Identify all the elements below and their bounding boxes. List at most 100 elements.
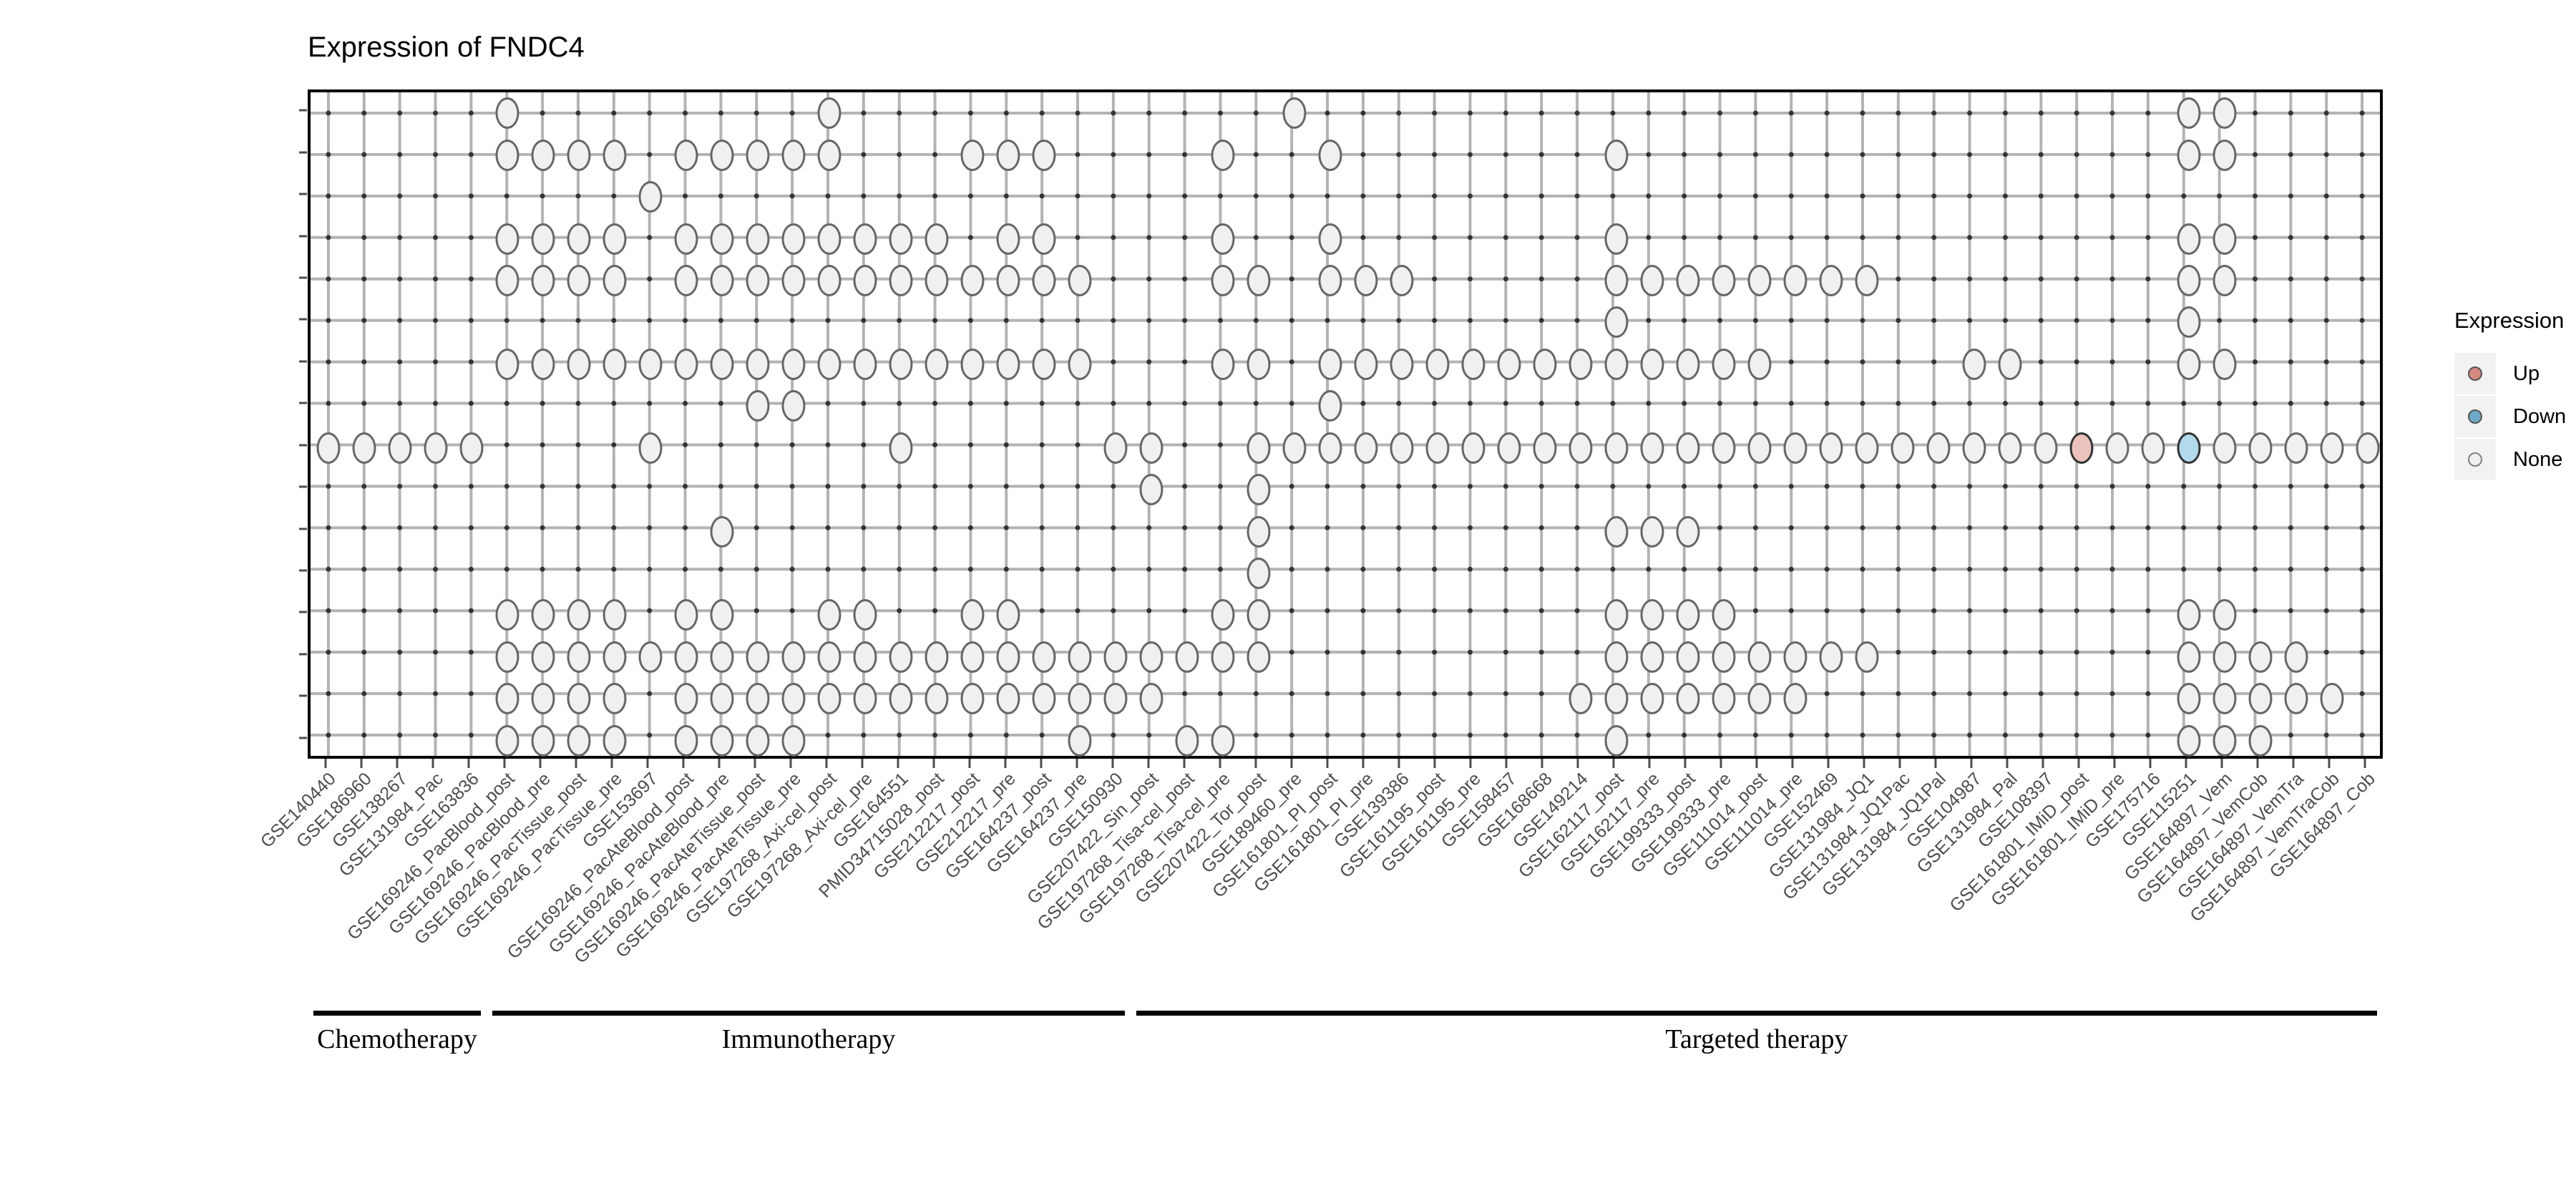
dot-none[interactable] — [1246, 432, 1271, 464]
dot-none[interactable] — [1497, 432, 1521, 464]
dot-none[interactable] — [2034, 432, 2058, 464]
dot-none[interactable] — [996, 139, 1020, 171]
dot-none[interactable] — [996, 264, 1020, 296]
dot-none[interactable] — [1640, 599, 1664, 631]
dot-none[interactable] — [674, 724, 698, 757]
dot-none[interactable] — [889, 432, 913, 464]
dot-up[interactable] — [2069, 432, 2094, 464]
dot-none[interactable] — [2284, 683, 2308, 715]
dot-none[interactable] — [1783, 683, 1807, 715]
dot-none[interactable] — [1819, 432, 1843, 464]
dot-none[interactable] — [1676, 348, 1700, 380]
dot-none[interactable] — [1139, 432, 1163, 464]
dot-none[interactable] — [1962, 432, 1986, 464]
dot-none[interactable] — [388, 432, 412, 464]
dot-none[interactable] — [495, 223, 519, 255]
dot-none[interactable] — [1246, 599, 1271, 631]
dot-none[interactable] — [1282, 432, 1307, 464]
dot-none[interactable] — [1318, 139, 1342, 171]
dot-none[interactable] — [531, 264, 555, 296]
dot-none[interactable] — [1318, 264, 1342, 296]
dot-none[interactable] — [1676, 515, 1700, 548]
dot-none[interactable] — [638, 432, 663, 464]
dot-none[interactable] — [495, 599, 519, 631]
dot-none[interactable] — [1676, 432, 1700, 464]
dot-none[interactable] — [2177, 306, 2201, 339]
dot-none[interactable] — [1855, 264, 1879, 296]
dot-none[interactable] — [1068, 348, 1092, 380]
dot-none[interactable] — [781, 390, 806, 422]
dot-none[interactable] — [1819, 641, 1843, 673]
dot-none[interactable] — [2320, 432, 2344, 464]
dot-none[interactable] — [781, 724, 806, 757]
dot-none[interactable] — [1926, 432, 1951, 464]
dot-none[interactable] — [1640, 515, 1664, 548]
dot-none[interactable] — [1246, 474, 1271, 506]
dot-none[interactable] — [2177, 223, 2201, 255]
dot-down[interactable] — [2177, 432, 2201, 464]
dot-none[interactable] — [1747, 641, 1772, 673]
dot-none[interactable] — [1103, 432, 1128, 464]
dot-none[interactable] — [602, 264, 627, 296]
dot-none[interactable] — [1390, 264, 1414, 296]
dot-none[interactable] — [1783, 432, 1807, 464]
dot-none[interactable] — [1246, 348, 1271, 380]
dot-none[interactable] — [2212, 223, 2237, 255]
dot-none[interactable] — [889, 683, 913, 715]
dot-none[interactable] — [924, 641, 949, 673]
dot-none[interactable] — [602, 599, 627, 631]
dot-none[interactable] — [960, 348, 985, 380]
dot-none[interactable] — [2212, 724, 2237, 757]
dot-none[interactable] — [710, 641, 734, 673]
dot-none[interactable] — [424, 432, 448, 464]
dot-none[interactable] — [996, 599, 1020, 631]
dot-none[interactable] — [960, 139, 985, 171]
dot-none[interactable] — [1604, 599, 1629, 631]
dot-none[interactable] — [960, 264, 985, 296]
dot-none[interactable] — [1032, 683, 1056, 715]
dot-none[interactable] — [2212, 264, 2237, 296]
dot-none[interactable] — [1962, 348, 1986, 380]
dot-none[interactable] — [746, 223, 770, 255]
dot-none[interactable] — [1998, 432, 2022, 464]
dot-none[interactable] — [567, 683, 591, 715]
dot-none[interactable] — [781, 223, 806, 255]
dot-none[interactable] — [1533, 348, 1557, 380]
dot-none[interactable] — [960, 599, 985, 631]
dot-none[interactable] — [674, 348, 698, 380]
dot-none[interactable] — [960, 683, 985, 715]
legend-item[interactable]: None — [2454, 438, 2576, 481]
dot-none[interactable] — [781, 139, 806, 171]
dot-none[interactable] — [2177, 97, 2201, 130]
dot-none[interactable] — [2248, 432, 2273, 464]
dot-none[interactable] — [2212, 139, 2237, 171]
dot-none[interactable] — [1855, 432, 1879, 464]
dot-none[interactable] — [1676, 683, 1700, 715]
dot-none[interactable] — [1354, 264, 1378, 296]
dot-none[interactable] — [2284, 641, 2308, 673]
dot-none[interactable] — [2248, 724, 2273, 757]
dot-none[interactable] — [1354, 432, 1378, 464]
dot-none[interactable] — [1604, 264, 1629, 296]
dot-none[interactable] — [746, 683, 770, 715]
dot-none[interactable] — [853, 641, 877, 673]
dot-none[interactable] — [1712, 641, 1736, 673]
dot-none[interactable] — [1068, 641, 1092, 673]
dot-none[interactable] — [638, 181, 663, 213]
dot-none[interactable] — [2212, 97, 2237, 130]
dot-none[interactable] — [1246, 641, 1271, 673]
dot-none[interactable] — [1032, 641, 1056, 673]
dot-none[interactable] — [817, 348, 841, 380]
dot-none[interactable] — [495, 724, 519, 757]
dot-none[interactable] — [2212, 641, 2237, 673]
dot-none[interactable] — [889, 264, 913, 296]
dot-none[interactable] — [2212, 683, 2237, 715]
dot-none[interactable] — [1211, 641, 1235, 673]
dot-none[interactable] — [2177, 683, 2201, 715]
dot-none[interactable] — [1032, 264, 1056, 296]
dot-none[interactable] — [495, 641, 519, 673]
dot-none[interactable] — [1640, 348, 1664, 380]
dot-none[interactable] — [996, 348, 1020, 380]
dot-none[interactable] — [1676, 641, 1700, 673]
dot-none[interactable] — [495, 97, 519, 130]
